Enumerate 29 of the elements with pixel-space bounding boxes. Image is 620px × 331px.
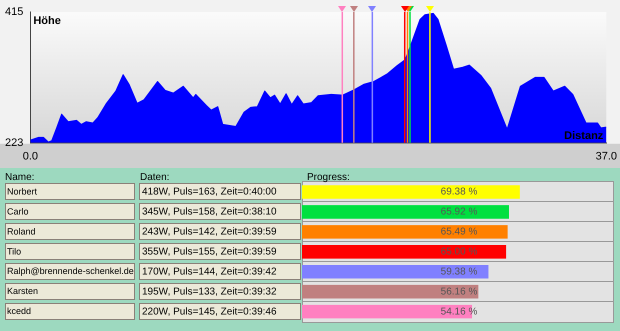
text: 243W, Puls=142, Zeit=0:39:59 <box>142 226 277 238</box>
annotation: Progress: <box>307 172 350 183</box>
y-tick-label: Norbert <box>7 186 38 196</box>
text: 220W, Puls=145, Zeit=0:39:46 <box>142 306 277 318</box>
data-label: 65.00 % <box>440 246 478 258</box>
data-label: 65.92 % <box>440 206 478 218</box>
x-tick-label: 37.0 <box>596 150 618 162</box>
y-tick-label: Ralph@brennende-schenkel.de <box>7 266 134 276</box>
text: Name: <box>5 172 34 183</box>
y-tick-label: 415 <box>4 6 24 18</box>
y-tick-label: Tilo <box>7 246 22 256</box>
x-tick-label: 0.0 <box>22 150 38 162</box>
data-label: 56.16 % <box>440 286 478 298</box>
text: 355W, Puls=155, Zeit=0:39:59 <box>142 246 277 258</box>
y-tick-label: Carlo <box>7 206 29 216</box>
text: 195W, Puls=133, Zeit=0:39:32 <box>142 286 277 298</box>
y-tick-label: kcedd <box>7 306 32 316</box>
text: 418W, Puls=163, Zeit=0:40:00 <box>142 186 277 198</box>
data-label: 59.38 % <box>440 266 478 278</box>
data-label: 69.38 % <box>440 186 478 198</box>
y-tick-label: 223 <box>4 136 24 149</box>
y-axis-title: Höhe <box>33 15 61 27</box>
x-axis-title: Distanz <box>564 130 604 142</box>
text: 345W, Puls=158, Zeit=0:38:10 <box>142 206 277 218</box>
text: Daten: <box>140 172 170 183</box>
text: 170W, Puls=144, Zeit=0:39:42 <box>142 266 277 278</box>
y-tick-label: Karsten <box>7 286 38 296</box>
y-tick-label: Roland <box>7 226 36 236</box>
data-label: 65.49 % <box>440 226 478 238</box>
